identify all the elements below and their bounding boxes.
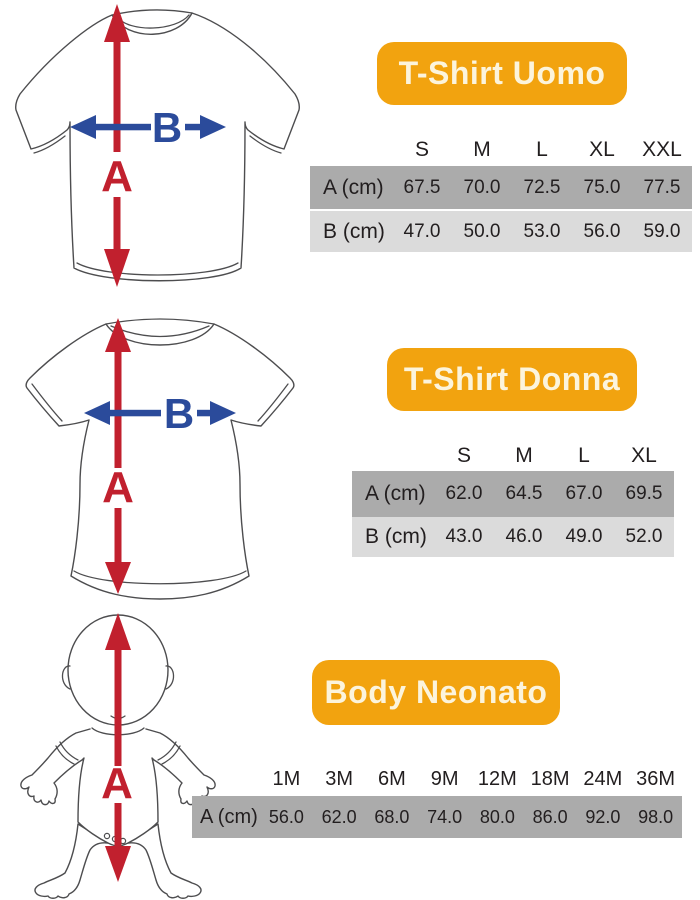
womens-arrow-b-label: B xyxy=(164,390,194,437)
table-row-a: A (cm) 67.5 70.0 72.5 75.0 77.5 xyxy=(310,166,692,209)
table-header-row: 1M 3M 6M 9M 12M 18M 24M 36M xyxy=(192,763,682,796)
baby-vertical-arrow: A xyxy=(101,613,133,882)
measure-cell: 50.0 xyxy=(463,220,501,242)
womens-tshirt-outline xyxy=(25,323,295,600)
measure-cell: 70.0 xyxy=(463,176,501,198)
measure-cell: 67.5 xyxy=(403,176,441,198)
size-col-header: S xyxy=(414,138,429,161)
baby-right-sleeve-line-2 xyxy=(157,741,177,761)
size-col-header: M xyxy=(515,443,533,467)
section-title-donna: T-Shirt Donna xyxy=(387,348,637,411)
measure-cell: 77.5 xyxy=(643,176,681,198)
womens-tshirt-diagram: A B xyxy=(25,318,295,600)
table-header-row: S M L XL xyxy=(352,440,674,471)
baby-left-sleeve-line-2 xyxy=(59,741,79,761)
measure-cell: 74.0 xyxy=(427,806,463,827)
measure-cell: 56.0 xyxy=(268,806,304,827)
baby-arrow-a-label: A xyxy=(101,759,133,808)
measure-cell: 98.0 xyxy=(638,806,674,827)
table-row-a: A (cm) 62.0 64.5 67.0 69.5 xyxy=(352,471,674,517)
size-col-header: 12M xyxy=(477,768,517,790)
size-table-neonato: 1M 3M 6M 9M 12M 18M 24M 36M A (cm) 56.0 … xyxy=(192,763,682,838)
womens-hem-line xyxy=(73,570,247,585)
measure-cell: 62.0 xyxy=(321,806,357,827)
size-col-header: S xyxy=(456,443,471,467)
size-col-header: 18M xyxy=(530,768,570,790)
row-label: A (cm) xyxy=(365,482,426,505)
measure-cell: 49.0 xyxy=(565,526,603,547)
table-row-b: B (cm) 47.0 50.0 53.0 56.0 59.0 xyxy=(310,211,692,252)
womens-arrow-a-label: A xyxy=(102,463,134,512)
size-col-header: 9M xyxy=(430,768,459,790)
mens-arrow-a-label: A xyxy=(101,152,133,201)
mens-arrow-b-label: B xyxy=(152,104,182,151)
size-col-header: L xyxy=(578,443,590,467)
row-label: B (cm) xyxy=(323,219,385,243)
row-label: A (cm) xyxy=(200,805,258,828)
size-table-uomo: S M L XL XXL A (cm) 67.5 70.0 72.5 75.0 … xyxy=(310,134,692,252)
measure-cell: 59.0 xyxy=(643,220,681,242)
size-col-header: L xyxy=(536,138,548,161)
measure-cell: 72.5 xyxy=(523,176,561,198)
table-header-row: S M L XL XXL xyxy=(310,134,692,166)
baby-left-leg xyxy=(34,823,109,899)
measure-cell: 75.0 xyxy=(583,176,621,198)
row-label: B (cm) xyxy=(365,525,427,548)
size-col-header: XL xyxy=(631,443,657,467)
size-col-header: XXL xyxy=(642,138,682,161)
measure-cell: 52.0 xyxy=(625,526,663,547)
table-row-a: A (cm) 56.0 62.0 68.0 74.0 80.0 86.0 92.… xyxy=(192,796,682,838)
womens-vertical-arrow: A xyxy=(102,318,134,594)
mens-left-cuff-line xyxy=(33,135,66,154)
womens-collar-back-line xyxy=(105,318,215,325)
section-title-uomo: T-Shirt Uomo xyxy=(377,42,627,105)
mens-collar-inner-line xyxy=(116,14,190,29)
womens-left-cuff-line xyxy=(31,383,63,422)
womens-right-cuff-line xyxy=(257,383,289,422)
size-table-donna: S M L XL A (cm) 62.0 64.5 67.0 69.5 B (c… xyxy=(352,440,674,557)
size-col-header: 24M xyxy=(583,768,623,790)
row-label: A (cm) xyxy=(323,175,384,199)
measure-cell: 46.0 xyxy=(505,526,543,547)
baby-right-ear xyxy=(165,665,175,690)
womens-horizontal-arrow: B xyxy=(84,390,236,437)
mens-tshirt-outline xyxy=(15,12,300,282)
womens-collar-inner-line xyxy=(110,325,210,338)
size-col-header: 36M xyxy=(636,768,676,790)
size-col-header: 3M xyxy=(325,768,354,790)
baby-left-sleeve-line xyxy=(55,745,75,765)
section-title-neonato: Body Neonato xyxy=(312,660,560,725)
measure-cell: 64.5 xyxy=(505,483,543,504)
size-col-header: XL xyxy=(589,138,615,161)
measure-cell: 92.0 xyxy=(585,806,621,827)
measure-cell: 56.0 xyxy=(583,220,621,242)
measure-cell: 62.0 xyxy=(445,483,483,504)
baby-left-ear xyxy=(61,665,71,690)
measure-cell: 68.0 xyxy=(374,806,410,827)
size-col-header: 6M xyxy=(377,768,406,790)
measure-cell: 80.0 xyxy=(479,806,515,827)
measure-cell: 43.0 xyxy=(445,526,483,547)
baby-right-leg xyxy=(127,823,202,899)
mens-collar-back-line xyxy=(111,9,193,16)
measure-cell: 86.0 xyxy=(532,806,568,827)
baby-right-sleeve-line xyxy=(161,745,181,765)
mens-horizontal-arrow: B xyxy=(70,104,226,151)
table-row-b: B (cm) 43.0 46.0 49.0 52.0 xyxy=(352,517,674,557)
measure-cell: 53.0 xyxy=(523,220,561,242)
mens-vertical-arrow: A xyxy=(101,4,133,287)
size-col-header: M xyxy=(473,138,491,161)
measure-cell: 69.5 xyxy=(625,483,663,504)
mens-right-cuff-line xyxy=(249,135,282,154)
measure-cell: 67.0 xyxy=(565,483,603,504)
mens-hem-line xyxy=(76,262,239,276)
baby-bodysuit-diagram: A xyxy=(20,613,216,899)
measure-cell: 47.0 xyxy=(403,220,441,242)
size-col-header: 1M xyxy=(272,768,301,790)
mens-tshirt-diagram: A B xyxy=(15,4,300,287)
